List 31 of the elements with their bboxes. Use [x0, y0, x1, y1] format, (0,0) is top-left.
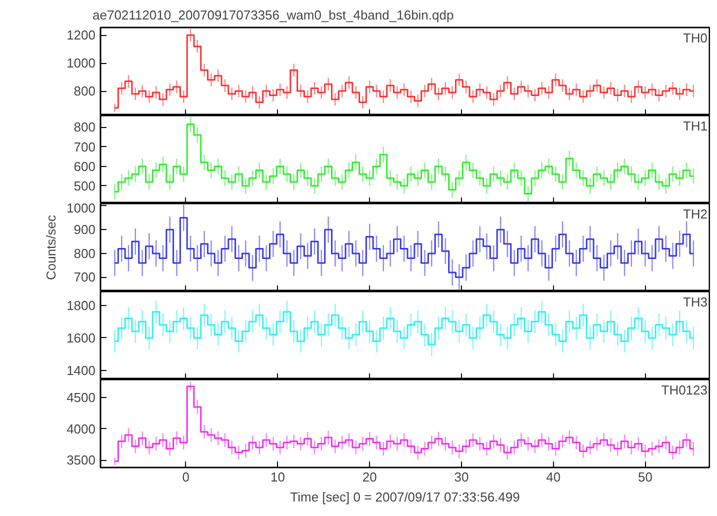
y-tick-label: 900	[74, 222, 96, 238]
x-tick-label: 40	[546, 470, 561, 484]
y-tick-label: 500	[74, 178, 96, 194]
y-tick-label: 4500	[66, 390, 96, 406]
x-axis-title: Time [sec] 0 = 2007/09/17 07:33:56.499	[290, 490, 520, 504]
y-tick-label: 4000	[66, 421, 96, 436]
y-tick-label: 1200	[66, 28, 96, 43]
y-tick-label: 600	[74, 158, 96, 174]
series-label: TH3	[682, 294, 708, 310]
y-tick-label: 3500	[66, 452, 96, 468]
y-tick-label: 1000	[66, 56, 96, 71]
series-label: TH2	[682, 206, 708, 222]
y-tick-label: 700	[74, 139, 96, 154]
x-tick-label: 20	[362, 470, 377, 484]
text: TH1	[682, 118, 708, 134]
y-axis-title: Counts/sec	[44, 214, 59, 280]
text: TH0	[682, 30, 708, 46]
x-tick-label: 0	[182, 470, 190, 484]
y-tick-label: 800	[74, 120, 96, 135]
chart-title: ae702112010_20070917073356_wam0_bst_4band_16bin.qdp	[92, 8, 454, 22]
y-tick-label: 1600	[66, 330, 96, 346]
x-tick-label: 50	[638, 470, 652, 484]
y-tick-label: 800	[74, 246, 96, 261]
x-tick-label: 10	[270, 470, 286, 484]
y-tick-label: 800	[74, 84, 96, 99]
x-tick-label: 30	[454, 470, 469, 484]
y-tick-label: 700	[74, 270, 96, 285]
y-tick-label: 1400	[66, 363, 96, 378]
text: TH0123	[661, 382, 708, 398]
y-tick-label: 1800	[66, 298, 96, 313]
y-tick-label: 1000	[66, 200, 96, 216]
